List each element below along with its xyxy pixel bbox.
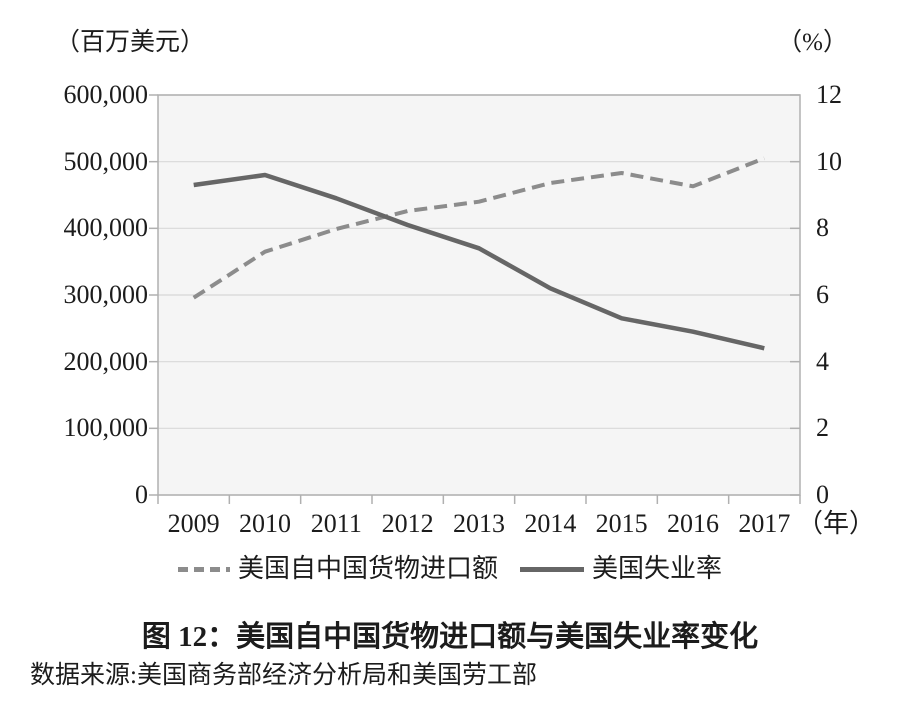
x-axis-year-label: 2017 xyxy=(738,509,791,538)
right-axis-tick-label: 12 xyxy=(816,80,842,109)
legend-item-imports: 美国自中国货物进口额 xyxy=(177,552,498,586)
solid-line-sample xyxy=(520,566,584,572)
x-axis-year-label: 2010 xyxy=(239,509,291,538)
right-axis-tick-label: 0 xyxy=(816,480,829,509)
left-axis-tick-label: 100,000 xyxy=(63,413,149,443)
right-axis-tick-label: 2 xyxy=(816,413,829,443)
right-axis-tick-label: 10 xyxy=(816,146,842,176)
left-axis-tick-label: 0 xyxy=(135,480,148,509)
x-axis-year-label: 2011 xyxy=(310,509,362,538)
x-axis-year-label: 2014 xyxy=(524,509,577,538)
x-axis-year-label: 2013 xyxy=(453,509,505,538)
legend-label-imports: 美国自中国货物进口额 xyxy=(237,554,498,583)
right-axis-unit-label: （%） xyxy=(777,29,848,56)
legend: 美国自中国货物进口额 美国失业率 xyxy=(0,552,900,586)
unemployment-series-line xyxy=(193,172,765,351)
legend-item-unemployment: 美国失业率 xyxy=(520,552,722,586)
x-axis-unit-label: （年） xyxy=(797,509,876,538)
left-axis-tick-label: 300,000 xyxy=(63,280,149,309)
left-axis-tick-label: 500,000 xyxy=(63,146,149,176)
right-axis-tick-label: 4 xyxy=(816,346,829,376)
x-axis-year-label: 2009 xyxy=(167,509,220,538)
figure-title: 图 12：美国自中国货物进口额与美国失业率变化 xyxy=(141,621,759,653)
imports-series-line xyxy=(192,156,766,300)
left-axis-unit-label: （百万美元） xyxy=(55,29,206,56)
x-axis-year-label: 2012 xyxy=(381,509,434,538)
data-source: 数据来源:美国商务部经济分析局和美国劳工部 xyxy=(30,662,537,689)
right-axis-tick-label: 8 xyxy=(816,213,829,243)
left-axis-tick-label: 200,000 xyxy=(63,346,149,376)
legend-label-unemployment: 美国失业率 xyxy=(592,554,723,583)
dashed-line-sample xyxy=(177,566,230,572)
left-axis-tick-label: 600,000 xyxy=(63,80,149,109)
x-axis-year-label: 2016 xyxy=(667,509,719,538)
x-axis-year-label: 2015 xyxy=(595,509,648,538)
right-axis-tick-label: 6 xyxy=(816,280,829,309)
left-axis-tick-label: 400,000 xyxy=(63,213,149,243)
